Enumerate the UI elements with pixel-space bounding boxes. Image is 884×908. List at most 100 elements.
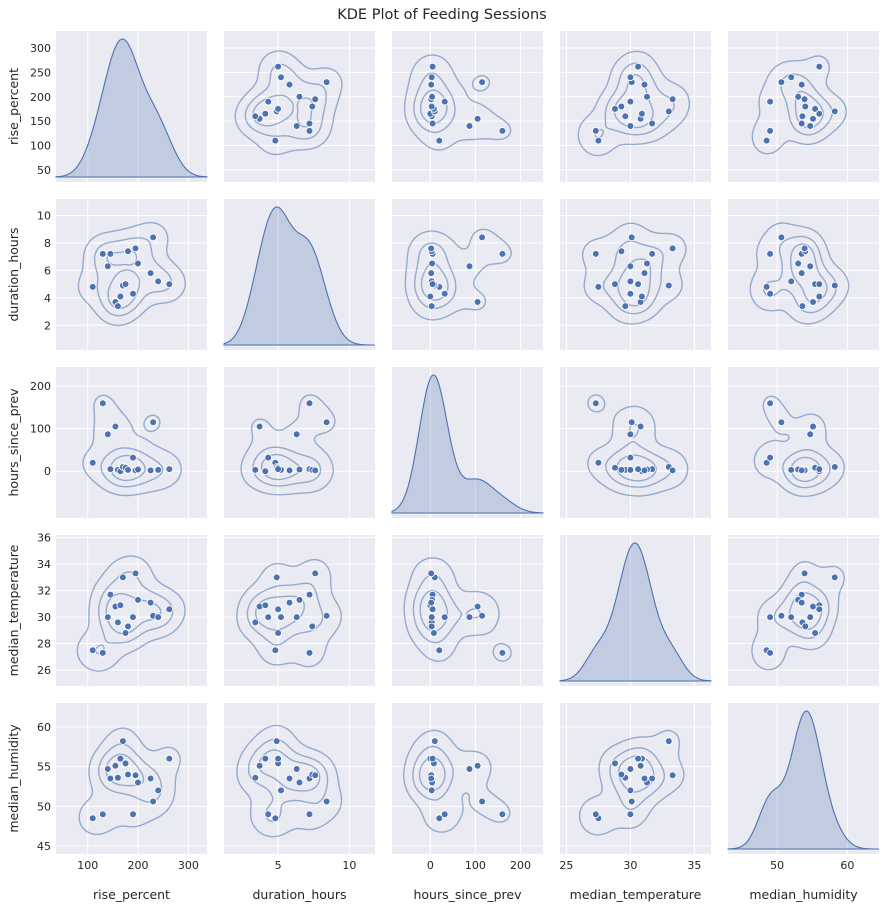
kde-contour-level-1 [751, 561, 845, 671]
data-point [264, 613, 273, 621]
data-point [626, 453, 635, 462]
panel-background [224, 367, 375, 518]
panel-duration_hours-vs-duration_hours [223, 199, 375, 350]
x-tick-label: 10 [342, 859, 356, 872]
data-point [611, 105, 619, 113]
kde-contour-level-2 [94, 571, 174, 655]
y-tick-label: 45 [37, 840, 51, 853]
data-point [591, 399, 600, 408]
x-tick-label: 25 [559, 859, 573, 872]
data-point [165, 754, 174, 763]
panel-duration_hours-vs-median_humidity [728, 199, 879, 350]
data-point [251, 466, 260, 474]
panel-median_humidity-vs-rise_percent: 45 50 55 60 100 200 300 [37, 703, 207, 872]
data-point [295, 596, 304, 604]
data-point [815, 62, 824, 71]
data-point [797, 590, 806, 599]
data-point [787, 73, 795, 82]
data-point [322, 611, 331, 620]
data-point [119, 737, 127, 745]
data-point [428, 259, 436, 268]
data-point [621, 302, 630, 310]
panel-hours_since_prev-vs-duration_hours [224, 367, 375, 518]
data-point [809, 114, 817, 123]
data-point [428, 605, 437, 613]
data-point [591, 127, 600, 135]
kde-contour-level-1 [78, 727, 181, 836]
kde-contour-level-1 [236, 724, 343, 838]
x-tick-label: 200 [128, 859, 149, 872]
data-point [815, 465, 824, 473]
kde-contour-level-1 [751, 55, 847, 155]
data-point [806, 262, 814, 271]
data-point [99, 649, 107, 657]
kde-contour-level-1 [236, 558, 342, 668]
y-tick-label: 100 [30, 139, 51, 152]
y-tick-label: 36 [37, 532, 51, 545]
data-point [131, 569, 140, 578]
data-point [465, 262, 474, 271]
data-point [427, 622, 436, 631]
data-point [134, 596, 142, 604]
data-point [787, 277, 795, 286]
data-point [261, 467, 270, 476]
data-point [800, 244, 809, 253]
data-point [797, 80, 806, 89]
data-point [627, 797, 636, 806]
data-point [787, 613, 795, 621]
data-point [478, 78, 486, 86]
y-tick-label: 10 [37, 209, 51, 222]
data-point [648, 119, 656, 128]
kde-contour-level-1 [578, 729, 685, 836]
data-point [611, 759, 619, 768]
panel-median_temperature-vs-median_humidity [728, 535, 879, 686]
data-point [274, 62, 282, 71]
data-point [465, 613, 474, 621]
y-tick-label: 55 [37, 761, 51, 774]
data-point [465, 122, 474, 130]
data-point [626, 289, 635, 298]
data-point [295, 93, 304, 101]
x-tick-label: 100 [77, 859, 98, 872]
data-point [285, 774, 294, 783]
data-point [611, 280, 619, 288]
data-point [594, 283, 603, 291]
data-point [766, 289, 774, 298]
panel-background [392, 703, 543, 854]
data-point [440, 289, 449, 298]
data-point [88, 458, 97, 467]
panel-rise_percent-vs-median_humidity [728, 31, 879, 182]
y-tick-label: 4 [44, 292, 51, 305]
data-point [165, 280, 174, 288]
panel-background [560, 31, 711, 182]
data-point [99, 399, 107, 408]
data-point [121, 280, 130, 288]
y-tick-label: 6 [44, 264, 51, 277]
data-point [815, 605, 824, 613]
data-point [668, 244, 677, 253]
data-point [88, 814, 97, 822]
y-axis-label-rise_percent: rise_percent [6, 68, 21, 145]
data-point [465, 765, 474, 773]
x-tick-label: 5 [275, 859, 282, 872]
x-tick-label: 35 [687, 859, 701, 872]
kde-contour-level-1 [749, 222, 850, 325]
y-tick-label: 200 [30, 380, 51, 393]
kde-contour-level-1 [403, 54, 512, 151]
data-point [308, 622, 317, 631]
data-point [149, 233, 157, 242]
data-point [121, 759, 130, 768]
data-point [285, 80, 294, 89]
data-point [277, 73, 285, 82]
data-point [146, 466, 155, 475]
y-tick-label: 250 [30, 66, 51, 79]
data-point [322, 78, 331, 86]
panel-background [56, 367, 207, 518]
data-point [766, 97, 774, 106]
data-point [435, 814, 444, 822]
data-point [427, 569, 436, 578]
data-point [124, 622, 132, 631]
data-point [149, 418, 157, 427]
data-point [811, 629, 819, 637]
panel-hours_since_prev-vs-median_humidity [728, 367, 879, 518]
